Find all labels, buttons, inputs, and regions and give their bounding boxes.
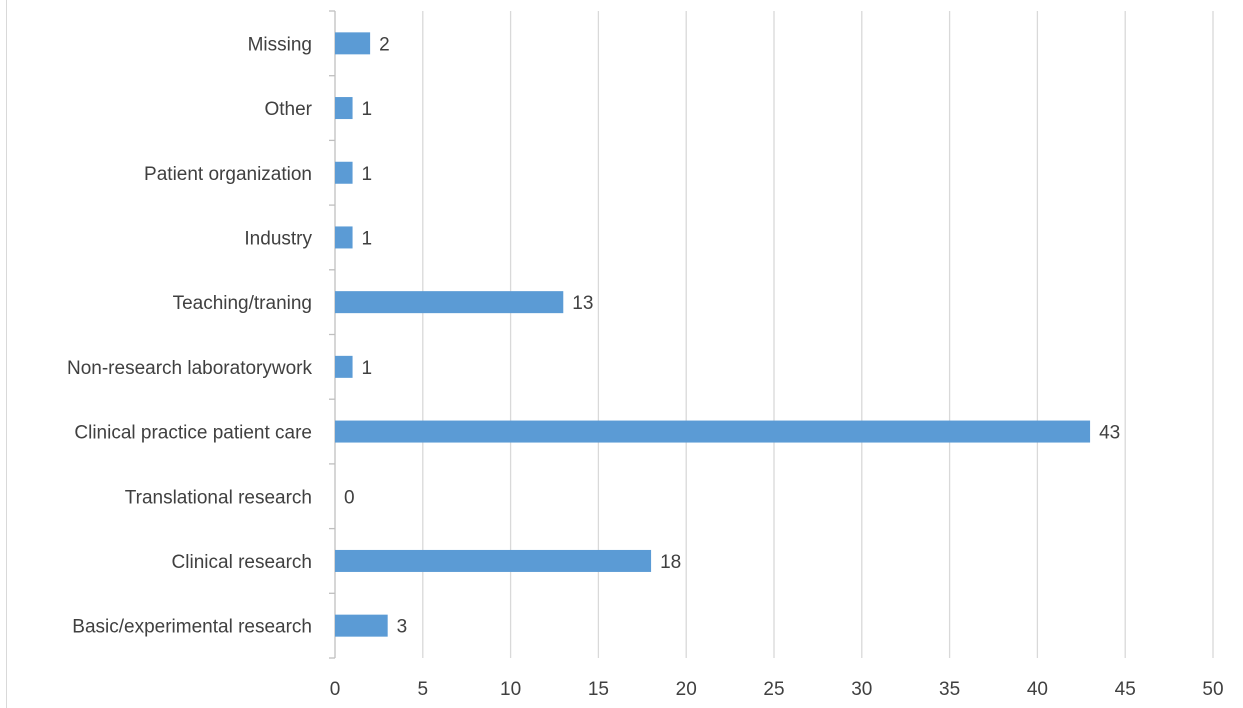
category-label: Clinical practice patient care: [74, 423, 312, 444]
data-label: 1: [362, 228, 373, 249]
data-label: 1: [362, 358, 373, 379]
x-tick-label: 30: [851, 679, 872, 700]
x-tick-label: 50: [1202, 679, 1223, 700]
category-label: Basic/experimental research: [72, 617, 312, 638]
category-label: Clinical research: [172, 552, 312, 573]
bars: [335, 32, 1091, 637]
bar: [335, 32, 371, 55]
data-label: 1: [362, 99, 373, 120]
frame-border: [6, 0, 7, 708]
x-tick-label: 40: [1027, 679, 1048, 700]
data-label: 0: [344, 487, 355, 508]
bar: [335, 161, 353, 184]
category-label: Industry: [244, 228, 312, 249]
bar: [335, 97, 353, 120]
x-tick-label: 35: [939, 679, 960, 700]
x-tick-label: 25: [763, 679, 784, 700]
category-label: Translational research: [125, 487, 312, 508]
category-label: Other: [264, 99, 312, 120]
category-label: Non-research laboratorywork: [67, 358, 312, 379]
bar: [335, 355, 353, 378]
data-label: 18: [660, 552, 681, 573]
data-labels: 2 1 1 1 13 1 43 0 18 3: [344, 34, 1120, 637]
x-tick-label: 20: [676, 679, 697, 700]
x-tick-labels: 0 5 10 15 20 25 30 35 40 45 50: [330, 679, 1224, 700]
data-label: 3: [397, 617, 408, 638]
bar: [335, 420, 1091, 443]
category-label: Missing: [248, 34, 312, 55]
data-label: 43: [1099, 423, 1120, 444]
bar: [335, 226, 353, 249]
bar: [335, 549, 652, 572]
bar: [335, 291, 564, 314]
data-label: 2: [379, 34, 390, 55]
x-tick-label: 5: [418, 679, 429, 700]
x-tick-label: 15: [588, 679, 609, 700]
data-label: 13: [572, 293, 593, 314]
bar: [335, 614, 388, 637]
category-labels: Missing Other Patient organization Industry…: [67, 34, 313, 637]
data-label: 1: [362, 164, 373, 185]
x-tick-label: 0: [330, 679, 341, 700]
category-label: Teaching/traning: [173, 293, 312, 314]
y-axis: [329, 10, 336, 659]
category-label: Patient organization: [144, 164, 312, 185]
x-tick-label: 45: [1115, 679, 1136, 700]
x-tick-label: 10: [500, 679, 521, 700]
